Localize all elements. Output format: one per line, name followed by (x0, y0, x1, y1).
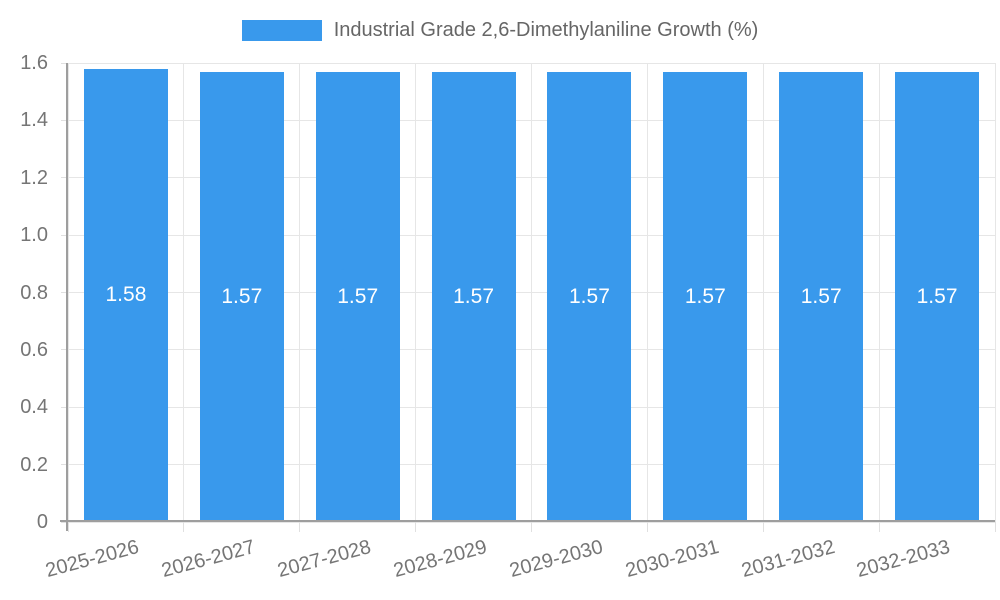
bar: 1.57 (779, 71, 864, 522)
x-gridline (646, 63, 648, 522)
bar-value-label: 1.57 (569, 284, 610, 308)
bar-value-label: 1.57 (453, 284, 494, 308)
x-tick (646, 522, 648, 532)
x-tick-label: 2026-2027 (159, 536, 258, 583)
x-tick-label: 2029-2030 (507, 536, 606, 583)
x-tick (67, 522, 69, 532)
x-tick (878, 522, 880, 532)
bar: 1.57 (663, 71, 748, 522)
bar: 1.57 (431, 71, 516, 522)
y-tick-label: 1.0 (20, 224, 48, 247)
legend-item-growth-series[interactable]: Industrial Grade 2,6-Dimethylaniline Gro… (241, 18, 759, 42)
x-gridline (67, 63, 69, 522)
bar: 1.57 (547, 71, 632, 522)
bar-value-label: 1.57 (684, 284, 726, 308)
x-tick-label: 2025-2026 (43, 536, 142, 583)
x-tick (994, 522, 996, 532)
x-gridline (878, 63, 880, 522)
y-tick (61, 177, 68, 179)
bar-value-label: 1.57 (221, 284, 263, 308)
bar: 1.57 (199, 71, 284, 522)
y-tick-label: 0.8 (20, 281, 48, 304)
bar: 1.57 (315, 71, 400, 522)
bar-value-label: 1.57 (916, 284, 958, 308)
y-tick (61, 62, 68, 64)
bar: 1.58 (83, 68, 168, 522)
x-gridline (415, 63, 417, 522)
y-axis-line (66, 63, 68, 531)
x-tick (531, 522, 532, 532)
y-tick-label: 0.4 (20, 396, 48, 419)
x-tick (762, 522, 764, 532)
chart-legend: Industrial Grade 2,6-Dimethylaniline Gro… (0, 14, 1000, 46)
x-tick-label: 2030-2031 (622, 536, 722, 583)
y-tick (61, 464, 68, 466)
y-tick (61, 406, 68, 408)
bar: 1.57 (895, 71, 980, 522)
y-tick-label: 0.2 (20, 453, 48, 476)
bar-value-label: 1.57 (337, 284, 379, 308)
y-tick (61, 349, 68, 351)
y-tick-label: 0.6 (20, 338, 48, 361)
plot-area: 0 0.2 0.4 0.6 0.8 1.0 1.2 1.4 1.6 1.58 2025-2026 1.… (20, 52, 996, 582)
x-gridline (994, 63, 996, 522)
y-tick-label: 1.4 (20, 109, 48, 132)
bar-value-label: 1.58 (105, 283, 147, 307)
y-tick (61, 119, 68, 121)
y-tick (61, 521, 68, 523)
x-tick (183, 522, 185, 532)
y-tick-label: 0 (36, 511, 48, 533)
y-tick-label: 1.2 (20, 166, 48, 189)
x-gridline (299, 63, 301, 522)
x-axis-line (60, 520, 995, 522)
legend-swatch-icon (241, 19, 322, 41)
x-tick-label: 2028-2029 (391, 536, 490, 583)
x-tick-label: 2027-2028 (275, 536, 374, 583)
chart-title-legend-label: Industrial Grade 2,6-Dimethylaniline Gro… (333, 18, 759, 41)
y-tick-label: 1.6 (20, 52, 48, 74)
x-tick (415, 522, 417, 532)
x-tick (299, 522, 301, 532)
x-tick-label: 2031-2032 (738, 536, 837, 583)
x-gridline (762, 63, 764, 522)
y-tick (61, 292, 68, 293)
x-tick-label: 2032-2033 (854, 536, 953, 583)
bar-value-label: 1.57 (800, 284, 842, 308)
x-gridline (183, 63, 185, 522)
y-tick (61, 234, 68, 236)
x-gridline (531, 63, 532, 522)
